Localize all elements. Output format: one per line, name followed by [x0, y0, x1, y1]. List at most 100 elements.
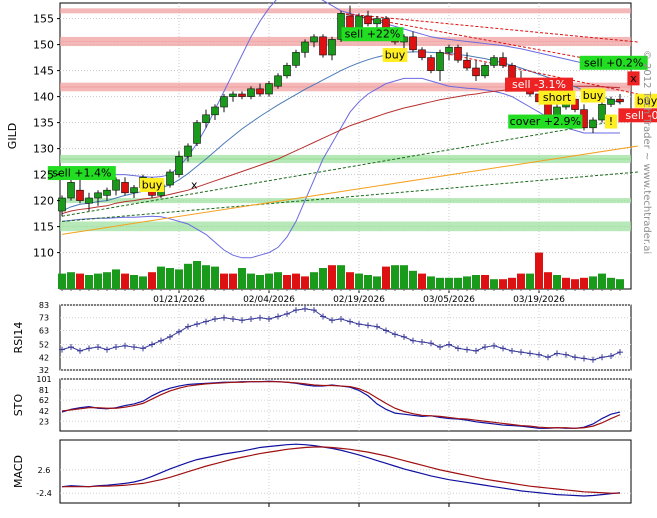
volume-bar — [274, 272, 282, 289]
candle-body — [229, 93, 237, 97]
candle-body — [112, 179, 120, 191]
signal-label: x — [630, 72, 637, 85]
volume-bar — [139, 276, 147, 289]
volume-bar — [103, 272, 111, 289]
price-band — [60, 82, 631, 88]
candle-body — [247, 88, 255, 97]
x-tick-label: 01/21/2026 — [153, 295, 205, 305]
candle-body — [616, 98, 624, 103]
signal-label: buy — [385, 49, 406, 62]
volume-bar — [481, 275, 489, 289]
volume-bar — [310, 272, 318, 289]
y-tick-label: 110 — [33, 247, 54, 260]
signal-label: ! — [609, 115, 613, 128]
candle-body — [265, 83, 273, 95]
volume-bar — [526, 273, 534, 289]
volume-bar — [418, 273, 426, 289]
volume-bar — [337, 265, 345, 289]
y-tick-label: 145 — [33, 65, 54, 78]
signal-label-bg — [580, 88, 606, 103]
candle-body — [130, 187, 138, 194]
y-tick-label: 83 — [39, 301, 49, 310]
bollinger-band — [61, 77, 620, 259]
candle-body — [454, 46, 462, 61]
signal-label: buy — [583, 89, 604, 102]
volume-bar — [400, 265, 408, 289]
trendline — [61, 116, 639, 217]
candle-body — [328, 39, 336, 56]
volume-bar — [121, 273, 129, 289]
candle-body — [490, 57, 498, 66]
candle-body — [373, 18, 381, 25]
y-tick-label: 2.6 — [38, 466, 51, 475]
volume-bar — [202, 265, 210, 289]
volume-bar — [571, 279, 579, 289]
y-tick-label: -2.4 — [36, 489, 52, 498]
volume-bar — [175, 269, 183, 289]
y-tick-label: 115 — [33, 221, 54, 234]
volume-bar — [247, 273, 255, 289]
volume-bar — [85, 275, 93, 289]
candle-body — [481, 65, 489, 77]
y-tick-label: 125 — [33, 169, 54, 182]
price-band — [60, 154, 631, 160]
volume-bar — [616, 279, 624, 289]
price-band — [60, 86, 631, 92]
candle-body — [499, 57, 507, 66]
volume-bar — [76, 273, 84, 289]
indicator-label: MACD — [12, 455, 25, 488]
macd-line — [61, 443, 621, 497]
candle-body — [508, 65, 516, 79]
volume-bar — [580, 277, 588, 289]
price-band — [60, 221, 631, 227]
volume-bar — [58, 273, 66, 289]
signal-label-bg — [618, 108, 657, 123]
y-tick-label: 150 — [33, 39, 54, 52]
candle-body — [103, 189, 111, 196]
candle-body — [319, 36, 327, 56]
signal-label-bg — [47, 166, 116, 181]
volume-bar — [355, 273, 363, 289]
y-tick-label: 42 — [39, 353, 49, 362]
price-band — [60, 226, 631, 232]
watermark: © 2012 Tech Trader ~ www.techtrader.ai — [641, 50, 652, 254]
signal-label-bg — [505, 77, 573, 92]
candle-body — [67, 182, 75, 199]
y-tick-label: 23 — [39, 417, 49, 426]
y-tick-label: 32 — [39, 366, 49, 375]
candle-body — [184, 145, 192, 157]
signal-label: buy — [142, 179, 163, 192]
candle-body — [274, 75, 282, 87]
y-tick-label: 52 — [39, 341, 49, 350]
trendline — [439, 51, 639, 95]
candle-body — [301, 41, 309, 53]
y-tick-label: 120 — [33, 195, 54, 208]
y-tick-label: 63 — [39, 326, 49, 335]
y-tick-label: 42 — [39, 407, 49, 416]
volume-bar — [328, 265, 336, 289]
candle-body — [220, 96, 228, 108]
sto-line — [61, 381, 621, 429]
candle-body — [445, 46, 453, 53]
volume-bar — [220, 273, 228, 289]
x-tick-label: 03/19/2026 — [513, 295, 565, 305]
volume-bar — [454, 277, 462, 289]
volume-bar — [436, 277, 444, 289]
price-band — [60, 198, 631, 204]
signal-label-bg — [634, 93, 657, 108]
signal-label: short — [543, 91, 572, 104]
y-tick-label: 62 — [39, 396, 49, 405]
signal-label-bg — [604, 114, 618, 129]
candle-body — [436, 52, 444, 71]
candle-body — [427, 57, 435, 71]
panel-frame — [59, 439, 632, 504]
candle-body — [472, 67, 480, 77]
signal-label: sell +0.2% — [584, 56, 643, 69]
y-tick-label: 140 — [33, 91, 54, 104]
candle-body — [166, 171, 174, 186]
macd-line — [62, 446, 620, 494]
signal-label-bg — [139, 178, 165, 192]
volume-bar — [427, 276, 435, 289]
